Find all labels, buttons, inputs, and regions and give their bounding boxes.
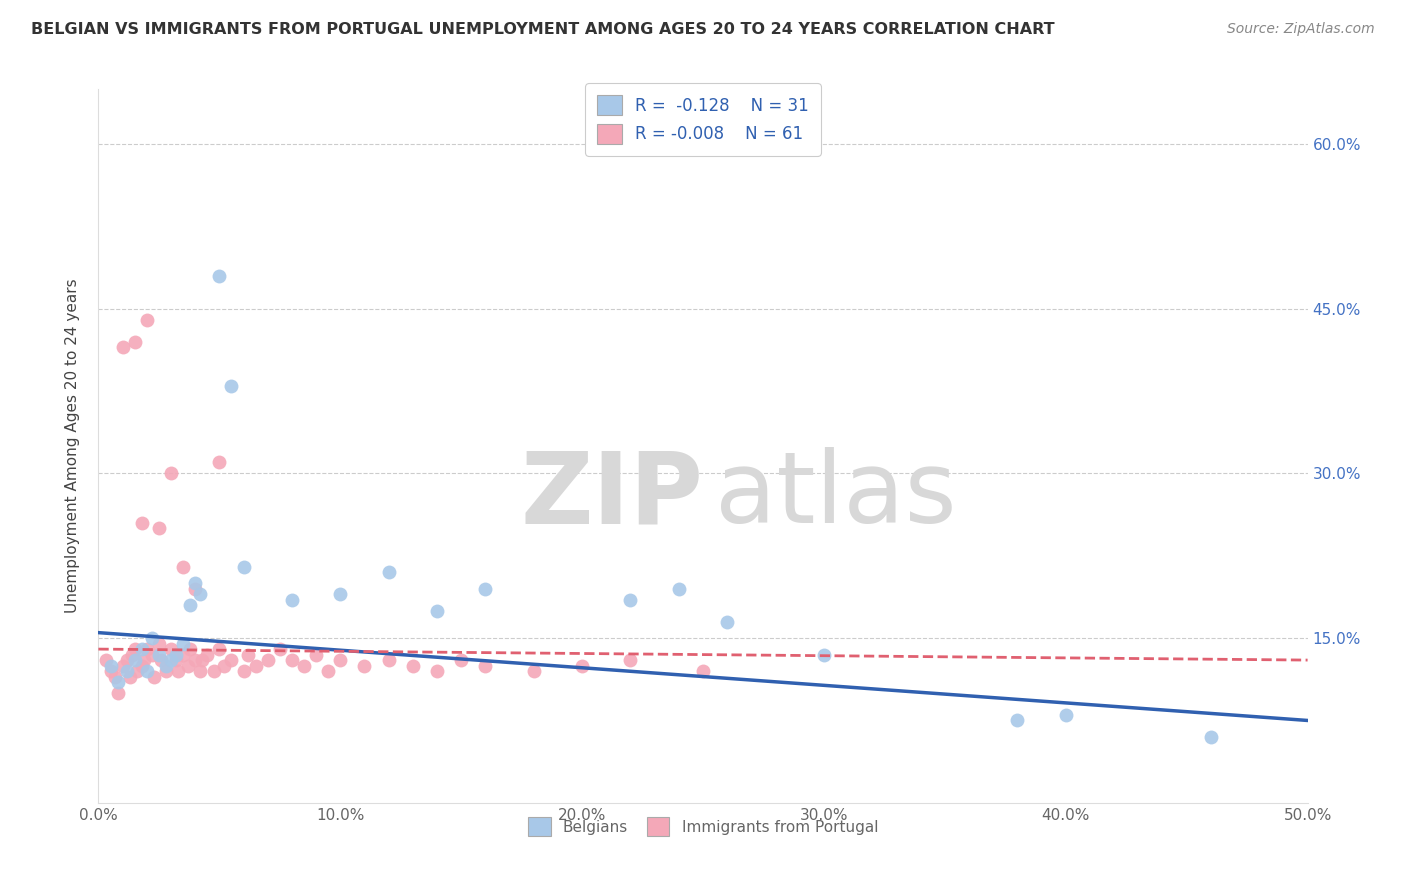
Point (329, 653, 352, 667)
Point (353, 658, 375, 673)
Point (167, 664, 190, 678)
Point (426, 664, 449, 678)
Text: atlas: atlas (716, 448, 956, 544)
Point (107, 686, 129, 700)
Point (221, 378, 243, 392)
Point (135, 664, 157, 678)
Point (160, 467, 183, 481)
Point (1007, 714, 1029, 728)
Point (716, 615, 738, 629)
Point (150, 653, 173, 667)
Point (118, 669, 141, 683)
Point (208, 268, 231, 283)
Point (160, 653, 183, 667)
Point (316, 664, 339, 678)
Point (208, 642, 231, 657)
Point (100, 664, 122, 678)
Point (179, 642, 201, 657)
Point (184, 582, 207, 596)
Point (232, 559, 254, 574)
Point (305, 648, 328, 662)
Point (100, 658, 122, 673)
Point (141, 648, 163, 662)
Point (179, 598, 201, 612)
Point (141, 631, 163, 645)
Point (212, 658, 235, 673)
Point (269, 642, 291, 657)
Point (1054, 708, 1077, 723)
Point (117, 664, 139, 678)
Point (131, 516, 153, 530)
Point (107, 675, 129, 690)
Point (204, 664, 226, 678)
Point (148, 521, 170, 535)
Point (191, 653, 214, 667)
Point (124, 642, 146, 657)
Point (571, 658, 593, 673)
Point (104, 669, 127, 683)
Point (172, 637, 194, 651)
Point (474, 582, 496, 596)
Text: Source: ZipAtlas.com: Source: ZipAtlas.com (1227, 22, 1375, 37)
Point (256, 653, 278, 667)
Point (692, 115, 714, 129)
Y-axis label: Unemployment Among Ages 20 to 24 years: Unemployment Among Ages 20 to 24 years (65, 278, 80, 614)
Point (94, 653, 117, 667)
Point (172, 559, 194, 574)
Point (188, 664, 211, 678)
Point (232, 664, 254, 678)
Point (111, 658, 134, 673)
Point (131, 658, 153, 673)
Point (134, 653, 156, 667)
Point (329, 587, 352, 601)
Text: BELGIAN VS IMMIGRANTS FROM PORTUGAL UNEMPLOYMENT AMONG AGES 20 TO 24 YEARS CORRE: BELGIAN VS IMMIGRANTS FROM PORTUGAL UNEM… (31, 22, 1054, 37)
Legend: Belgians, Immigrants from Portugal: Belgians, Immigrants from Portugal (519, 808, 887, 845)
Point (668, 582, 690, 596)
Point (281, 592, 304, 607)
Point (813, 648, 835, 662)
Point (143, 669, 166, 683)
Text: ZIP: ZIP (520, 448, 703, 544)
Point (172, 648, 194, 662)
Point (165, 653, 187, 667)
Point (160, 642, 183, 657)
Point (450, 653, 472, 667)
Point (124, 653, 146, 667)
Point (292, 658, 315, 673)
Point (148, 637, 170, 651)
Point (177, 658, 200, 673)
Point (155, 664, 177, 678)
Point (474, 658, 496, 673)
Point (131, 642, 153, 657)
Point (135, 312, 157, 326)
Point (184, 653, 207, 667)
Point (377, 653, 399, 667)
Point (184, 576, 207, 591)
Point (523, 664, 546, 678)
Point (165, 648, 187, 662)
Point (124, 334, 146, 349)
Point (426, 604, 449, 618)
Point (245, 658, 267, 673)
Point (155, 658, 177, 673)
Point (135, 642, 157, 657)
Point (121, 648, 143, 662)
Point (195, 648, 218, 662)
Point (127, 664, 149, 678)
Point (188, 587, 211, 601)
Point (377, 566, 399, 580)
Point (281, 653, 304, 667)
Point (117, 653, 139, 667)
Point (221, 653, 243, 667)
Point (619, 653, 641, 667)
Point (111, 340, 134, 354)
Point (692, 664, 714, 678)
Point (402, 658, 425, 673)
Point (1199, 730, 1222, 744)
Point (238, 648, 260, 662)
Point (619, 592, 641, 607)
Point (208, 455, 231, 469)
Point (148, 648, 170, 662)
